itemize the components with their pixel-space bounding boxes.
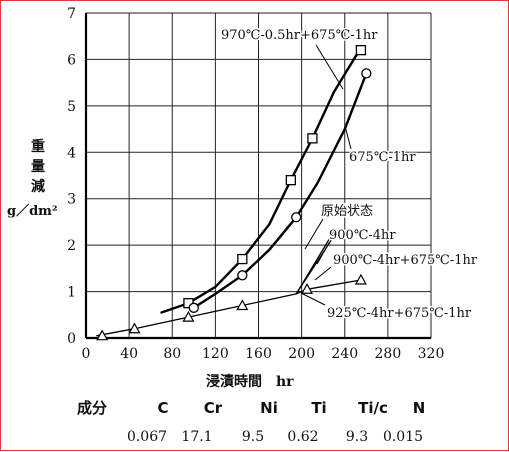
series-group bbox=[96, 44, 372, 341]
square-marker bbox=[307, 133, 318, 144]
annotation-leader bbox=[314, 266, 332, 281]
x-tick-label: 280 bbox=[375, 346, 402, 362]
annotation-label: 675℃-1hr bbox=[349, 150, 416, 165]
series-2 bbox=[188, 68, 372, 313]
x-tick-label: 0 bbox=[82, 346, 91, 362]
x-tick-label: 40 bbox=[120, 346, 138, 362]
circle-marker bbox=[188, 302, 199, 313]
composition-element: Ni bbox=[260, 399, 278, 417]
series-1 bbox=[160, 44, 367, 314]
series-3 bbox=[96, 273, 367, 341]
composition-value: 0.62 bbox=[287, 429, 318, 445]
triangle-marker bbox=[182, 310, 195, 322]
composition-element: Cr bbox=[204, 399, 223, 417]
y-tick-label: 0 bbox=[67, 331, 76, 347]
composition-element: Ti/c bbox=[358, 399, 388, 417]
x-tick-label: 160 bbox=[245, 346, 272, 362]
x-tick-label: 240 bbox=[331, 346, 358, 362]
triangle-marker bbox=[96, 329, 109, 341]
composition-value: 0.067 bbox=[127, 429, 167, 445]
triangle-marker bbox=[354, 273, 367, 285]
y-tick-label: 7 bbox=[67, 6, 76, 22]
y-tick-label: 2 bbox=[67, 238, 76, 254]
y-tick-label: 6 bbox=[67, 52, 76, 68]
series-line bbox=[192, 72, 368, 309]
composition-value: 0.015 bbox=[383, 429, 423, 445]
square-marker bbox=[285, 174, 296, 186]
circle-marker bbox=[361, 68, 372, 79]
composition-value: 9.3 bbox=[346, 429, 368, 445]
annotation-leader bbox=[344, 125, 352, 150]
composition-element: C bbox=[157, 399, 168, 417]
triangle-marker bbox=[236, 299, 249, 311]
annotation-label: 970℃-0.5hr+675℃-1hr bbox=[221, 28, 378, 43]
ylabel-char-2: 量 bbox=[31, 159, 45, 175]
composition-label: 成分 bbox=[77, 399, 107, 417]
x-tick-label: 320 bbox=[418, 346, 445, 362]
x-tick-label: 80 bbox=[163, 346, 181, 362]
composition-table: 成分 C Cr Ni Ti Ti/c N 0.067 17.1 9.5 0.62 9.3 0.015 bbox=[77, 399, 425, 445]
xlabel: 浸漬時間 hr bbox=[206, 373, 294, 390]
x-tick-label: 120 bbox=[202, 346, 229, 362]
composition-value: 9.5 bbox=[242, 429, 264, 445]
annotation-label: 900℃-4hr+675℃-1hr bbox=[333, 253, 478, 268]
ylabel-char-3: 減 bbox=[31, 178, 45, 195]
square-marker bbox=[355, 44, 367, 56]
ylabel-char-1: 重 bbox=[31, 138, 45, 155]
annotations: 970℃-0.5hr+675℃-1hr 675℃-1hr 原始状态 900℃-4hr 9… bbox=[220, 27, 480, 323]
annotation-label: 900℃-4hr bbox=[329, 228, 396, 243]
annotation-leader bbox=[315, 44, 344, 90]
annotation-leader bbox=[316, 242, 330, 265]
y-tick-label: 1 bbox=[67, 285, 76, 301]
annotation-label: 925℃-4hr+675℃-1hr bbox=[327, 306, 472, 321]
ylabel-unit: g／dm² bbox=[7, 203, 58, 219]
y-tick-label: 4 bbox=[67, 145, 76, 161]
y-tick-label: 3 bbox=[67, 192, 76, 208]
square-marker bbox=[237, 253, 248, 265]
y-tick-label: 5 bbox=[67, 99, 76, 115]
circle-marker bbox=[291, 212, 302, 223]
series-line bbox=[160, 46, 363, 314]
annotation-label: 原始状态 bbox=[321, 204, 373, 219]
axes bbox=[84, 13, 431, 340]
grid bbox=[85, 12, 432, 339]
annotation-leader bbox=[304, 218, 324, 250]
x-tick-label: 200 bbox=[288, 346, 315, 362]
triangle-marker bbox=[300, 283, 314, 294]
composition-element: N bbox=[413, 399, 426, 417]
composition-value: 17.1 bbox=[181, 429, 212, 445]
tick-labels: 0 40 80 120 160 200 240 280 320 0 1 2 3 4 5 6 7 bbox=[67, 6, 444, 362]
annotation-leader bbox=[300, 292, 326, 306]
composition-element: Ti bbox=[311, 399, 326, 417]
triangle-marker bbox=[128, 322, 141, 334]
circle-marker bbox=[237, 270, 248, 281]
